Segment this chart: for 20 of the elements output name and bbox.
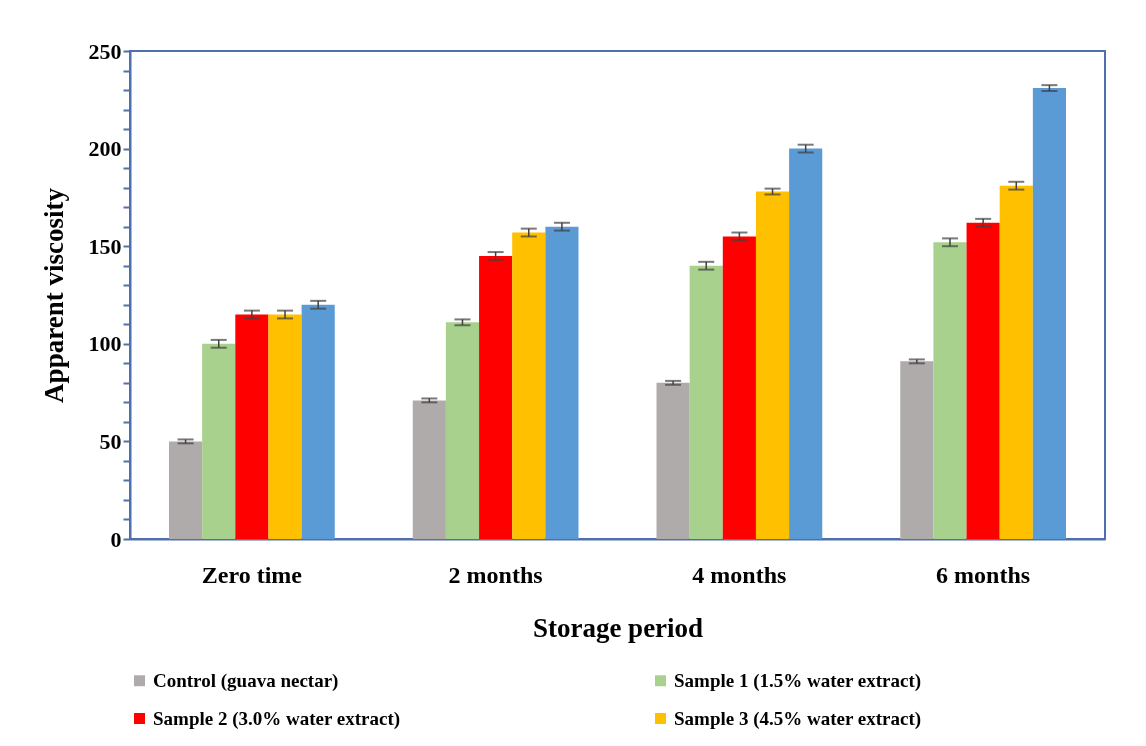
x-tick-label: 6 months: [936, 561, 1031, 588]
legend-label: Sample 2 (3.0% water extract): [153, 707, 401, 730]
bar: [933, 242, 967, 539]
legend-label: Sample 1 (1.5% water extract): [674, 669, 922, 692]
x-axis-title: Storage period: [532, 612, 704, 643]
y-tick-label: 50: [99, 428, 122, 454]
y-tick-label: 150: [88, 233, 122, 259]
bar: [268, 314, 302, 539]
y-tick-label: 250: [88, 38, 122, 64]
legend-label: Control (guava nectar): [153, 669, 339, 692]
bar: [445, 322, 480, 539]
legend-label: Sample 3 (4.5% water extract): [674, 707, 922, 730]
y-axis-title: Apparent viscosity: [38, 187, 69, 403]
bar: [755, 191, 790, 539]
y-tick-label: 100: [88, 331, 122, 357]
x-tick-label: 2 months: [448, 561, 543, 588]
x-tick-label: Zero time: [201, 561, 303, 588]
x-tick-label: 4 months: [692, 561, 787, 588]
y-tick-label: 0: [110, 526, 122, 552]
y-tick-label: 200: [88, 136, 122, 162]
